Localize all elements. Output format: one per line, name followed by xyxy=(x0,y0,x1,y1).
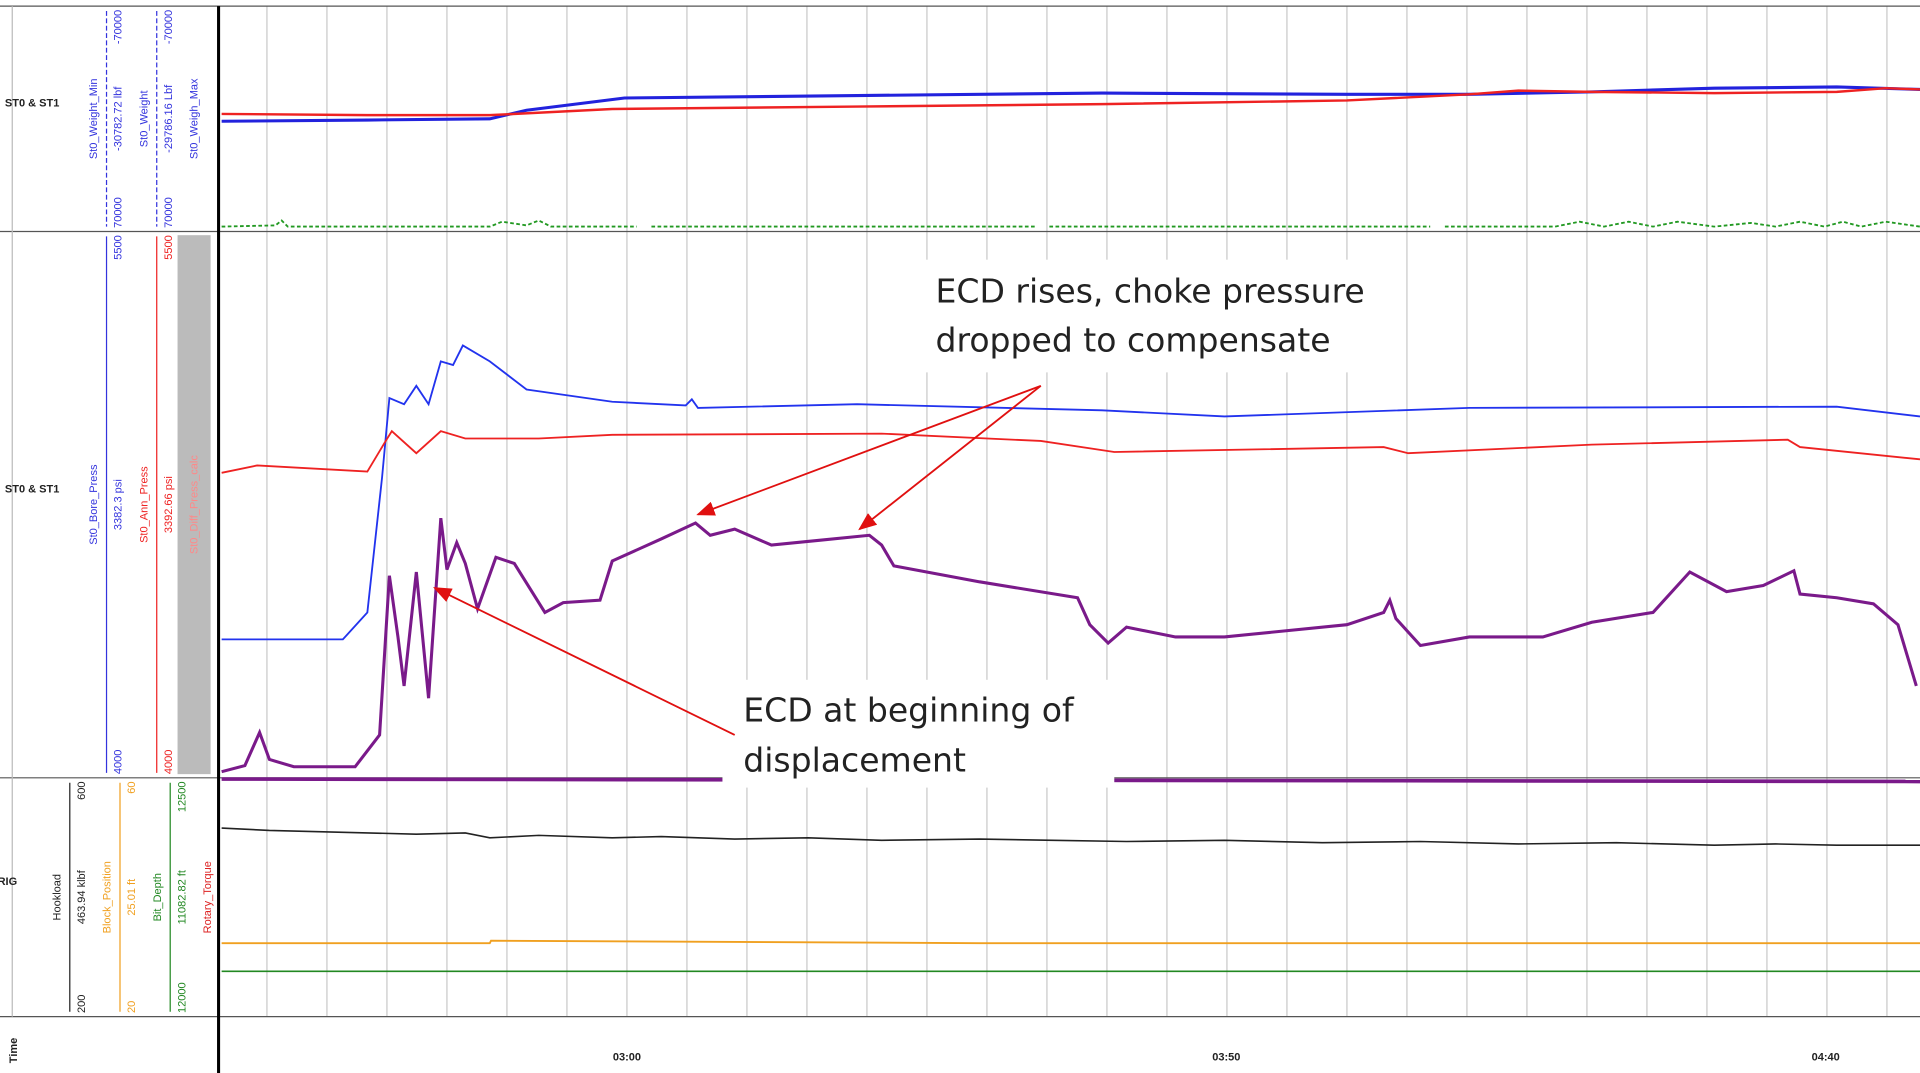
time-tick-label: 04:40 xyxy=(1812,1052,1840,1064)
curve-value: -30782.72 lbf xyxy=(113,86,125,151)
annotation-arrow xyxy=(433,587,736,736)
status-curve xyxy=(221,219,637,228)
curve-value: 3392.66 psi xyxy=(163,476,175,533)
annulus-pressure-curve xyxy=(221,429,1920,474)
annotation: displacement xyxy=(743,741,966,780)
curve-name: St0_Weight xyxy=(138,90,150,147)
curve-min: 200 xyxy=(76,995,88,1013)
curve-max: -70000 xyxy=(163,10,175,44)
curve-value: -29786.16 Lbf xyxy=(163,84,175,153)
curve-value: 25.01 ft xyxy=(126,879,138,916)
curve-min: 20 xyxy=(126,1001,138,1013)
curve-name: St0_Weigh_Max xyxy=(189,78,201,159)
curve-min: 70000 xyxy=(113,197,125,228)
curve-min: 70000 xyxy=(163,197,175,228)
annotation-arrow xyxy=(696,384,1042,516)
curve-name: Rotary_Torque xyxy=(202,861,214,933)
curve-value: 463.94 klbf xyxy=(76,869,88,924)
curve-max: 5500 xyxy=(163,235,175,260)
time-tick-label: 03:00 xyxy=(613,1052,641,1064)
track-label: ST0 & ST1 xyxy=(5,98,59,110)
status-curve xyxy=(1444,220,1920,228)
curve-min: 4000 xyxy=(163,750,175,775)
time-tick-label: 03:50 xyxy=(1212,1052,1240,1064)
block-position-curve xyxy=(221,939,1920,945)
ecd-curve xyxy=(221,517,1918,774)
curve-min: 12000 xyxy=(176,982,188,1013)
weight-curve xyxy=(221,85,1920,123)
curve-name: St0_Ann_Press xyxy=(138,466,150,543)
curve-header-highlight xyxy=(177,235,211,775)
curve-max: 12500 xyxy=(176,781,188,812)
curve-name: Hookload xyxy=(51,874,63,921)
hookload-curve xyxy=(221,827,1920,846)
annotation-box xyxy=(722,679,1115,788)
annotation-box xyxy=(924,259,1390,373)
time-label: Time xyxy=(8,1038,20,1064)
annotation-arrow xyxy=(858,385,1042,531)
track-headers: ST0 & ST1 St0_Weight_Min -30782.72 lbf -700… xyxy=(0,10,1840,1064)
curve-max: 60 xyxy=(126,781,138,793)
curve-name: St0_Diff_Press_calc xyxy=(189,455,201,554)
annotation: dropped to compensate xyxy=(936,321,1331,360)
curve-max: 600 xyxy=(76,781,88,799)
weight-curve xyxy=(221,86,1920,117)
bore-pressure-curve xyxy=(221,344,1920,641)
curve-name: St0_Weight_Min xyxy=(88,78,100,159)
curve-value: 11082.82 ft xyxy=(176,870,188,924)
annotation: ECD at beginning of xyxy=(743,690,1075,729)
time-grid xyxy=(266,6,1888,1017)
curve-name: Bit_Depth xyxy=(152,873,164,921)
track-label: RIG xyxy=(0,876,17,888)
curve-max: -70000 xyxy=(113,10,125,44)
curve-value: 3382.3 psi xyxy=(113,479,125,530)
curve-max: 5500 xyxy=(113,235,125,260)
curve-name: St0_Bore_Press xyxy=(88,464,100,545)
annotation: ECD rises, choke pressure xyxy=(936,272,1365,311)
track-label: ST0 & ST1 xyxy=(5,483,59,495)
curve-name: Block_Position xyxy=(102,861,114,933)
curve-min: 4000 xyxy=(113,750,125,775)
